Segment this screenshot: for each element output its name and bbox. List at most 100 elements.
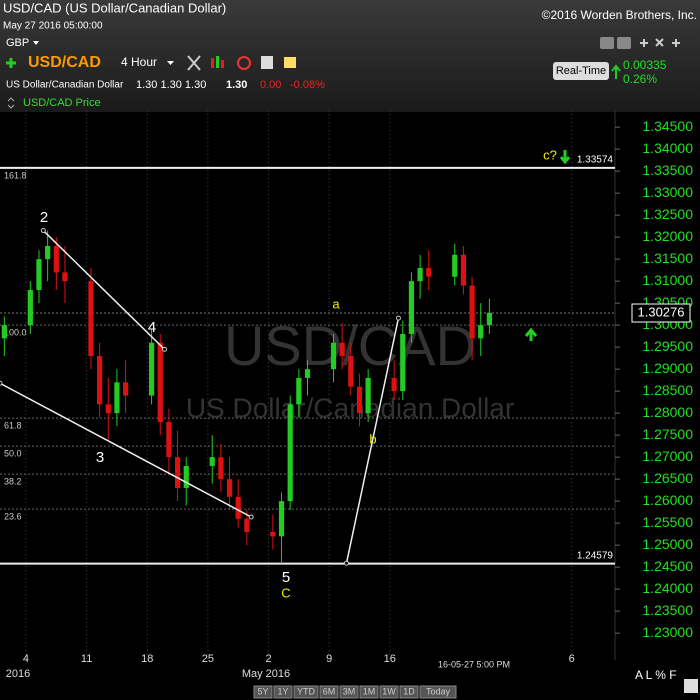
last: 1.30 <box>226 79 247 91</box>
realtime-button[interactable] <box>553 62 609 80</box>
candle-body <box>62 272 68 282</box>
y-tick-label: 1.28000 <box>642 404 693 420</box>
y-tick-label: 1.33000 <box>642 184 693 200</box>
candle-body <box>157 342 163 422</box>
range-label: 1M <box>363 686 376 696</box>
trend-point <box>0 380 3 386</box>
trend-point <box>162 346 168 352</box>
candle-body <box>296 377 302 405</box>
y-tick-label: 1.33500 <box>642 162 693 178</box>
candle-body <box>287 404 293 502</box>
window-title: USD/CAD (US Dollar/Canadian Dollar) <box>3 0 226 15</box>
wave-label: a <box>332 296 340 311</box>
dropdown-icon <box>167 61 174 65</box>
candle-body <box>97 355 103 405</box>
candle-body <box>183 465 189 488</box>
rt-pct: 0.26% <box>623 72 657 86</box>
y-tick-label: 1.31500 <box>642 250 693 266</box>
realtime-label: Real-Time <box>556 65 606 77</box>
fib-label: 61.8 <box>4 421 22 431</box>
y-tick-label: 1.26500 <box>642 470 693 486</box>
range-label: YTD <box>297 686 316 696</box>
up-arrow <box>524 327 538 341</box>
change: 0.00 <box>260 79 281 91</box>
range-button[interactable] <box>273 685 293 699</box>
range-button[interactable] <box>399 685 419 699</box>
fib-label: 161.8 <box>4 170 27 180</box>
range-button[interactable] <box>253 685 273 699</box>
candle-body <box>123 382 129 396</box>
candle-body <box>244 518 250 532</box>
candle-body <box>469 285 475 339</box>
y-tick-label: 1.29500 <box>642 338 693 354</box>
y-tick-label: 1.27500 <box>642 426 693 442</box>
trend-line <box>0 382 252 518</box>
candle-body <box>478 325 484 339</box>
window-buttons[interactable] <box>600 37 680 49</box>
y-tick-label: 1.28500 <box>642 382 693 398</box>
candle-body <box>278 501 285 537</box>
header-panel <box>0 0 700 112</box>
candle-body <box>365 377 371 414</box>
y-tick-label: 1.23500 <box>642 602 693 618</box>
range-button[interactable] <box>419 685 457 699</box>
y-tick-label: 1.23000 <box>642 624 693 640</box>
trend-point <box>343 560 349 566</box>
add-icon[interactable] <box>6 58 16 68</box>
x-tick-label: 2 <box>265 653 271 665</box>
candle-body <box>452 254 458 277</box>
scale-options[interactable]: A L % F <box>635 668 677 682</box>
y-tick-label: 1.31000 <box>642 272 693 288</box>
fib-label: 23.6 <box>4 512 22 522</box>
toolbar-icons[interactable] <box>187 55 296 71</box>
range-button[interactable] <box>359 685 379 699</box>
range-label: 1D <box>403 686 415 696</box>
range-button[interactable] <box>379 685 399 699</box>
range-button[interactable] <box>293 685 319 699</box>
range-label: 1W <box>382 686 396 696</box>
candle-body <box>166 421 172 458</box>
rt-change: 0.00335 <box>623 58 667 72</box>
fib-label: 38.2 <box>4 477 22 487</box>
candle-body <box>88 281 94 356</box>
up-arrow <box>611 64 621 79</box>
symbol[interactable]: USD/CAD <box>28 54 101 71</box>
currency-menu[interactable]: GBP <box>6 37 29 49</box>
interval[interactable]: 4 Hour <box>121 55 157 69</box>
range-label: 3M <box>343 686 356 696</box>
range-button[interactable] <box>319 685 339 699</box>
ohl: 1.30 1.30 1.30 <box>136 79 206 91</box>
y-tick-label: 1.26000 <box>642 492 693 508</box>
x-tick-label: 4 <box>23 653 29 665</box>
trend-point <box>40 228 46 234</box>
candle-body <box>348 355 354 387</box>
range-button[interactable] <box>339 685 359 699</box>
fib-label: 50.0 <box>4 449 22 459</box>
candle-body <box>408 281 415 334</box>
range-label: Today <box>426 686 451 696</box>
candle-body <box>426 267 432 277</box>
y-tick-label: 1.24000 <box>642 580 693 596</box>
settings-icon[interactable] <box>684 679 698 693</box>
level-label: 1.33574 <box>577 155 614 166</box>
range-label: 1Y <box>277 686 288 696</box>
x-tick-label: 25 <box>202 653 214 665</box>
candle-body <box>148 342 155 396</box>
candle-body <box>400 333 406 392</box>
candle-body <box>1 325 7 339</box>
trend-point <box>395 315 401 321</box>
candle-body <box>270 531 276 537</box>
candle-body <box>417 267 423 282</box>
candle-body <box>45 245 51 260</box>
wave-label: c? <box>543 147 557 162</box>
range-label: 6M <box>323 686 336 696</box>
last-price-label: 1.30276 <box>638 304 685 319</box>
month-label: May 2016 <box>242 668 290 680</box>
candle-body <box>27 289 33 326</box>
y-tick-label: 1.32000 <box>642 228 693 244</box>
x-tick-label: 18 <box>141 653 153 665</box>
y-tick-label: 1.34000 <box>642 140 693 156</box>
